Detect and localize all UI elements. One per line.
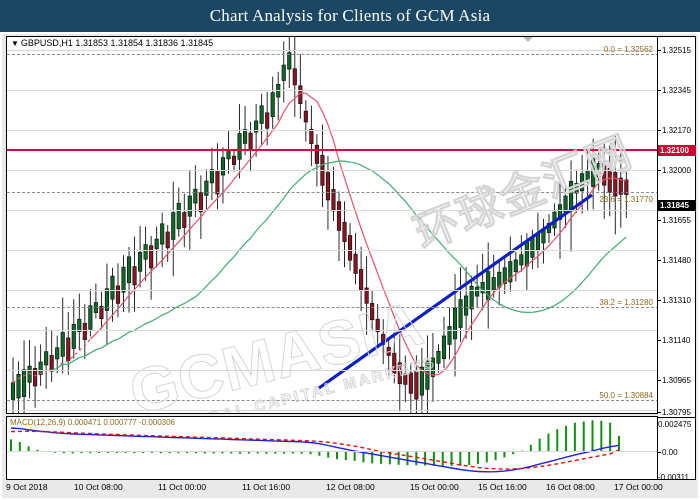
price-level-label[interactable]: 1.32100 — [658, 145, 696, 156]
scale-divider — [658, 417, 696, 418]
gridline — [7, 410, 657, 411]
fib-label-236: 23.6 = 1.31770 — [599, 195, 653, 204]
support-trendline — [318, 193, 593, 390]
fib-line-236 — [7, 192, 657, 193]
fib-label-0: 0.0 = 1.32562 — [603, 45, 653, 54]
chart-top-marker-icon — [523, 37, 533, 42]
title-bar: Chart Analysis for Clients of GCM Asia — [0, 0, 700, 32]
price-tick: 1.31310 — [658, 297, 691, 305]
gridline — [7, 90, 657, 91]
slow-ma-line — [46, 160, 627, 372]
price-tick: 1.32345 — [658, 87, 691, 95]
time-axis: 9 Oct 2018 10 Oct 08:00 11 Oct 00:00 11 … — [6, 482, 663, 496]
macd-tick: -0.00311 — [658, 473, 689, 482]
price-tick: 1.30965 — [658, 377, 691, 385]
gridline — [7, 50, 657, 51]
macd-signal-line — [10, 430, 620, 470]
fib-label-382: 38.2 = 1.31280 — [599, 298, 653, 307]
fib-line-500 — [7, 400, 657, 401]
price-tick: 1.32170 — [658, 127, 691, 135]
gridline — [7, 170, 657, 171]
price-tick: 1.32000 — [658, 167, 691, 175]
symbol-header[interactable]: ▼ GBPUSD,H1 1.31853 1.31854 1.31836 1.318… — [11, 38, 213, 48]
price-tick: 1.31655 — [658, 217, 691, 225]
fast-ma-dashed-line — [12, 333, 97, 384]
macd-pane[interactable]: MACD(12,26,9) 0.000471 0.000777 -0.00030… — [6, 416, 658, 480]
fib-line-382 — [7, 307, 657, 308]
time-label: 12 Oct 08:00 — [326, 482, 375, 492]
price-level-line[interactable] — [7, 149, 657, 151]
candlestick-series — [10, 37, 629, 413]
price-tick: 1.32515 — [658, 47, 691, 55]
chevron-down-icon[interactable]: ▼ — [11, 39, 19, 48]
time-label: 9 Oct 2018 — [6, 482, 48, 492]
gridline — [7, 210, 657, 211]
gridline — [7, 290, 657, 291]
fast-ma-line — [89, 92, 627, 376]
price-tick: 1.31480 — [658, 257, 691, 265]
macd-header: MACD(12,26,9) 0.000471 0.000777 -0.00030… — [10, 418, 176, 427]
macd-zero-line — [7, 451, 657, 452]
time-label: 17 Oct 00:00 — [614, 482, 663, 492]
fib-line-0 — [7, 54, 657, 55]
gridline — [7, 250, 657, 251]
fib-label-500: 50.0 = 1.30884 — [599, 391, 653, 400]
macd-tick: 0.00 — [658, 449, 678, 457]
symbol-header-text: GBPUSD,H1 1.31853 1.31854 1.31836 1.3184… — [20, 38, 214, 48]
time-label: 10 Oct 08:00 — [74, 482, 123, 492]
current-price-label[interactable]: 1.31845 — [658, 200, 696, 211]
gridline — [7, 330, 657, 331]
time-label: 11 Oct 00:00 — [158, 482, 207, 492]
price-series-svg — [10, 37, 629, 413]
macd-series-svg — [10, 420, 620, 473]
price-tick: 1.30795 — [658, 409, 691, 417]
time-label: 16 Oct 08:00 — [546, 482, 595, 492]
gridline — [7, 370, 657, 371]
price-scale[interactable]: 1.32515 1.32345 1.32170 1.32100 1.32000 … — [658, 36, 696, 482]
macd-main-line — [10, 427, 620, 473]
price-tick: 1.31140 — [658, 337, 690, 345]
chart-frame: 0.0 = 1.32562 23.6 = 1.31770 38.2 = 1.31… — [2, 34, 698, 498]
gridline — [7, 130, 657, 131]
time-label: 15 Oct 16:00 — [478, 482, 527, 492]
price-chart-pane[interactable]: 0.0 = 1.32562 23.6 = 1.31770 38.2 = 1.31… — [6, 36, 658, 414]
time-label: 11 Oct 16:00 — [242, 482, 291, 492]
page-title: Chart Analysis for Clients of GCM Asia — [209, 6, 491, 25]
macd-tick: 0.002475 — [658, 420, 692, 429]
time-label: 15 Oct 00:00 — [410, 482, 459, 492]
